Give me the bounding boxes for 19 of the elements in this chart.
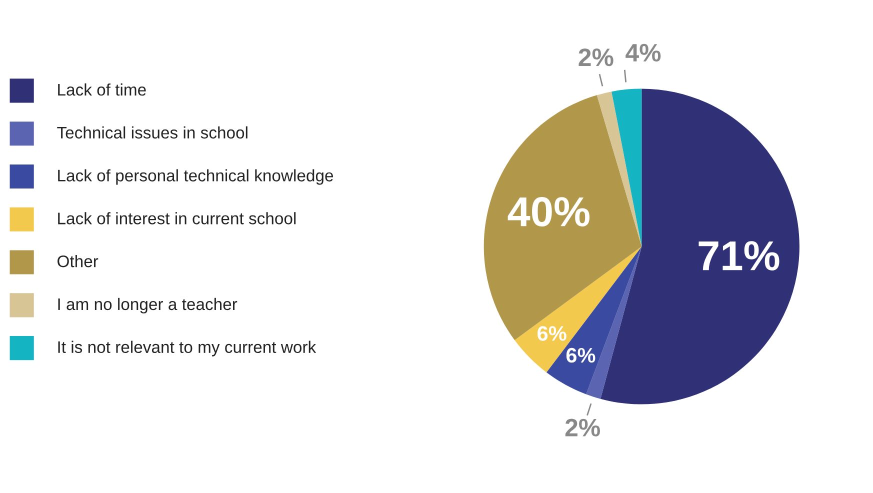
- legend-label: Lack of time: [58, 83, 146, 96]
- data-label: 4%: [626, 44, 661, 62]
- legend-label: I am no longer a teacher: [58, 298, 238, 314]
- data-label: 2%: [565, 418, 600, 436]
- data-label: 6%: [538, 326, 566, 341]
- legend-label: Lack of personal technical knowledge: [58, 169, 334, 185]
- pie-slice: [484, 95, 642, 340]
- data-label: 6%: [566, 348, 596, 363]
- data-label: 40%: [508, 197, 590, 227]
- legend-label: Technical issues in school: [57, 126, 248, 139]
- legend-label: Lack of interest in current school: [58, 212, 296, 224]
- legend-label: It is not relevant to my current work: [58, 340, 316, 356]
- legend-label: Other: [58, 255, 98, 268]
- pie-slice: [514, 246, 642, 372]
- pie-slice: [596, 92, 642, 246]
- data-label: 71%: [698, 241, 780, 270]
- pie-slice: [600, 88, 800, 404]
- data-label: 2%: [578, 48, 614, 66]
- pie-slice: [612, 88, 642, 246]
